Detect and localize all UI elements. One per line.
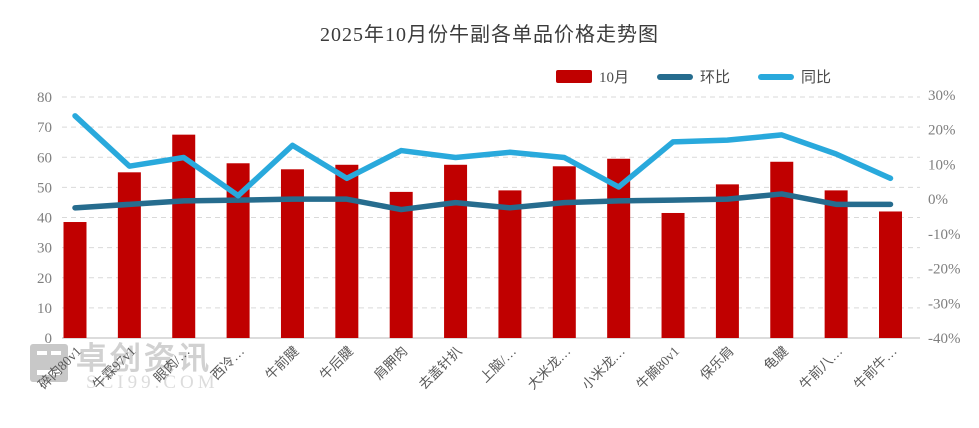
legend-label-yoy: 同比 — [801, 70, 832, 86]
bar-column — [172, 134, 196, 338]
x-axis-category-label: 龟腱 — [761, 343, 791, 373]
left-axis-tick-label: 60 — [37, 150, 52, 166]
x-axis-category-label: 大米龙… — [525, 344, 574, 393]
right-axis-tick-label: -20% — [928, 262, 961, 278]
bar-column — [498, 190, 522, 338]
bar-column — [389, 191, 413, 338]
left-axis-tick-label: 50 — [37, 180, 52, 196]
legend-item-mom: 环比 — [657, 66, 730, 87]
x-axis-category-label: 牛前腱 — [262, 342, 302, 382]
bar-column — [280, 169, 304, 338]
right-axis-tick-label: 20% — [928, 123, 956, 139]
right-axis-tick-label: 0% — [928, 192, 948, 208]
x-axis-category-label: 碎肉80v1 — [35, 344, 84, 393]
legend-label-mom: 环比 — [700, 70, 731, 86]
bar-column — [117, 172, 141, 338]
left-axis-tick-label: 80 — [37, 90, 52, 106]
bar-column — [63, 222, 87, 338]
left-axis-tick-label: 40 — [37, 211, 52, 227]
bar-column — [444, 164, 468, 338]
x-axis-category-label: 肩胛肉 — [371, 344, 410, 383]
left-axis-tick-label: 20 — [37, 271, 52, 287]
legend-swatch-mom-line-icon — [657, 73, 694, 80]
bar-column — [879, 211, 902, 338]
x-axis-category-label: 上脑/… — [477, 344, 519, 386]
yoy-line — [72, 113, 894, 199]
legend-item-yoy: 同比 — [758, 66, 831, 87]
legend-swatch-bar-icon — [556, 70, 592, 83]
x-axis-category-label: 牛前牛… — [850, 343, 899, 392]
right-axis-tick-label: -40% — [928, 331, 961, 347]
x-axis-category-label: 牛后腱 — [317, 343, 357, 383]
left-axis-tick-label: 0 — [45, 331, 53, 347]
mom-line — [72, 191, 894, 213]
x-axis-category-label: 保乐肩 — [697, 344, 736, 383]
x-axis-category-label: 牛前八… — [796, 343, 845, 392]
right-axis-tick-label: 10% — [928, 157, 956, 173]
bar-column — [770, 161, 794, 338]
right-axis-tick-label: -10% — [928, 227, 961, 243]
left-axis-tick-label: 10 — [37, 301, 52, 317]
x-axis-category-label: 西冷… — [208, 344, 247, 383]
bar-column — [824, 190, 848, 338]
left-axis-tick-label: 30 — [37, 241, 52, 257]
legend: 10月 环比 同比 — [556, 66, 831, 87]
chart-title: 2025年10月份牛副各单品价格走势图 — [320, 24, 659, 46]
x-axis-category-label: 牛腩80v1 — [633, 344, 682, 393]
x-axis-category-label: 眼肉/… — [151, 344, 193, 386]
x-axis-category-label: 牛霖97v1 — [90, 344, 139, 393]
bar-column — [715, 184, 739, 338]
bar-column — [335, 164, 359, 338]
bar-column — [226, 163, 250, 338]
right-axis-tick-label: 30% — [928, 88, 956, 104]
x-axis-category-label: 去盖针扒 — [416, 343, 465, 392]
bar-column — [661, 212, 685, 338]
left-axis-tick-label: 70 — [37, 120, 52, 136]
right-axis-tick-label: -30% — [928, 296, 961, 312]
bar-column — [552, 166, 576, 338]
x-axis-category-label: 小米龙… — [579, 344, 628, 393]
legend-swatch-yoy-line-icon — [758, 73, 795, 80]
legend-label-october: 10月 — [599, 70, 630, 86]
legend-item-october: 10月 — [556, 66, 629, 87]
